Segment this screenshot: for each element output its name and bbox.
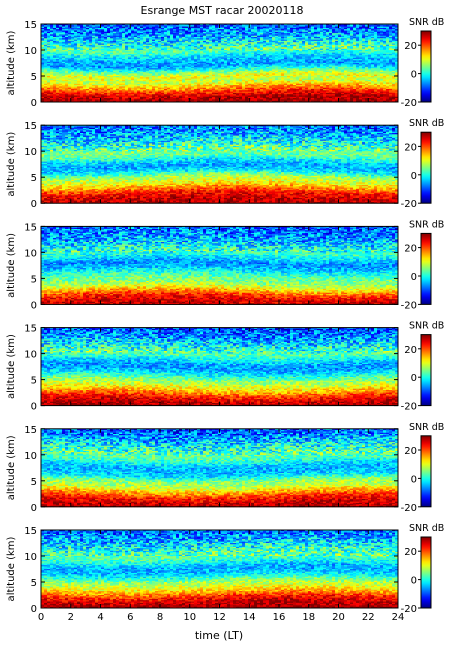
x-axis-label: time (LT) (195, 629, 243, 642)
figure-title: Esrange MST racar 20020118 (141, 4, 304, 17)
